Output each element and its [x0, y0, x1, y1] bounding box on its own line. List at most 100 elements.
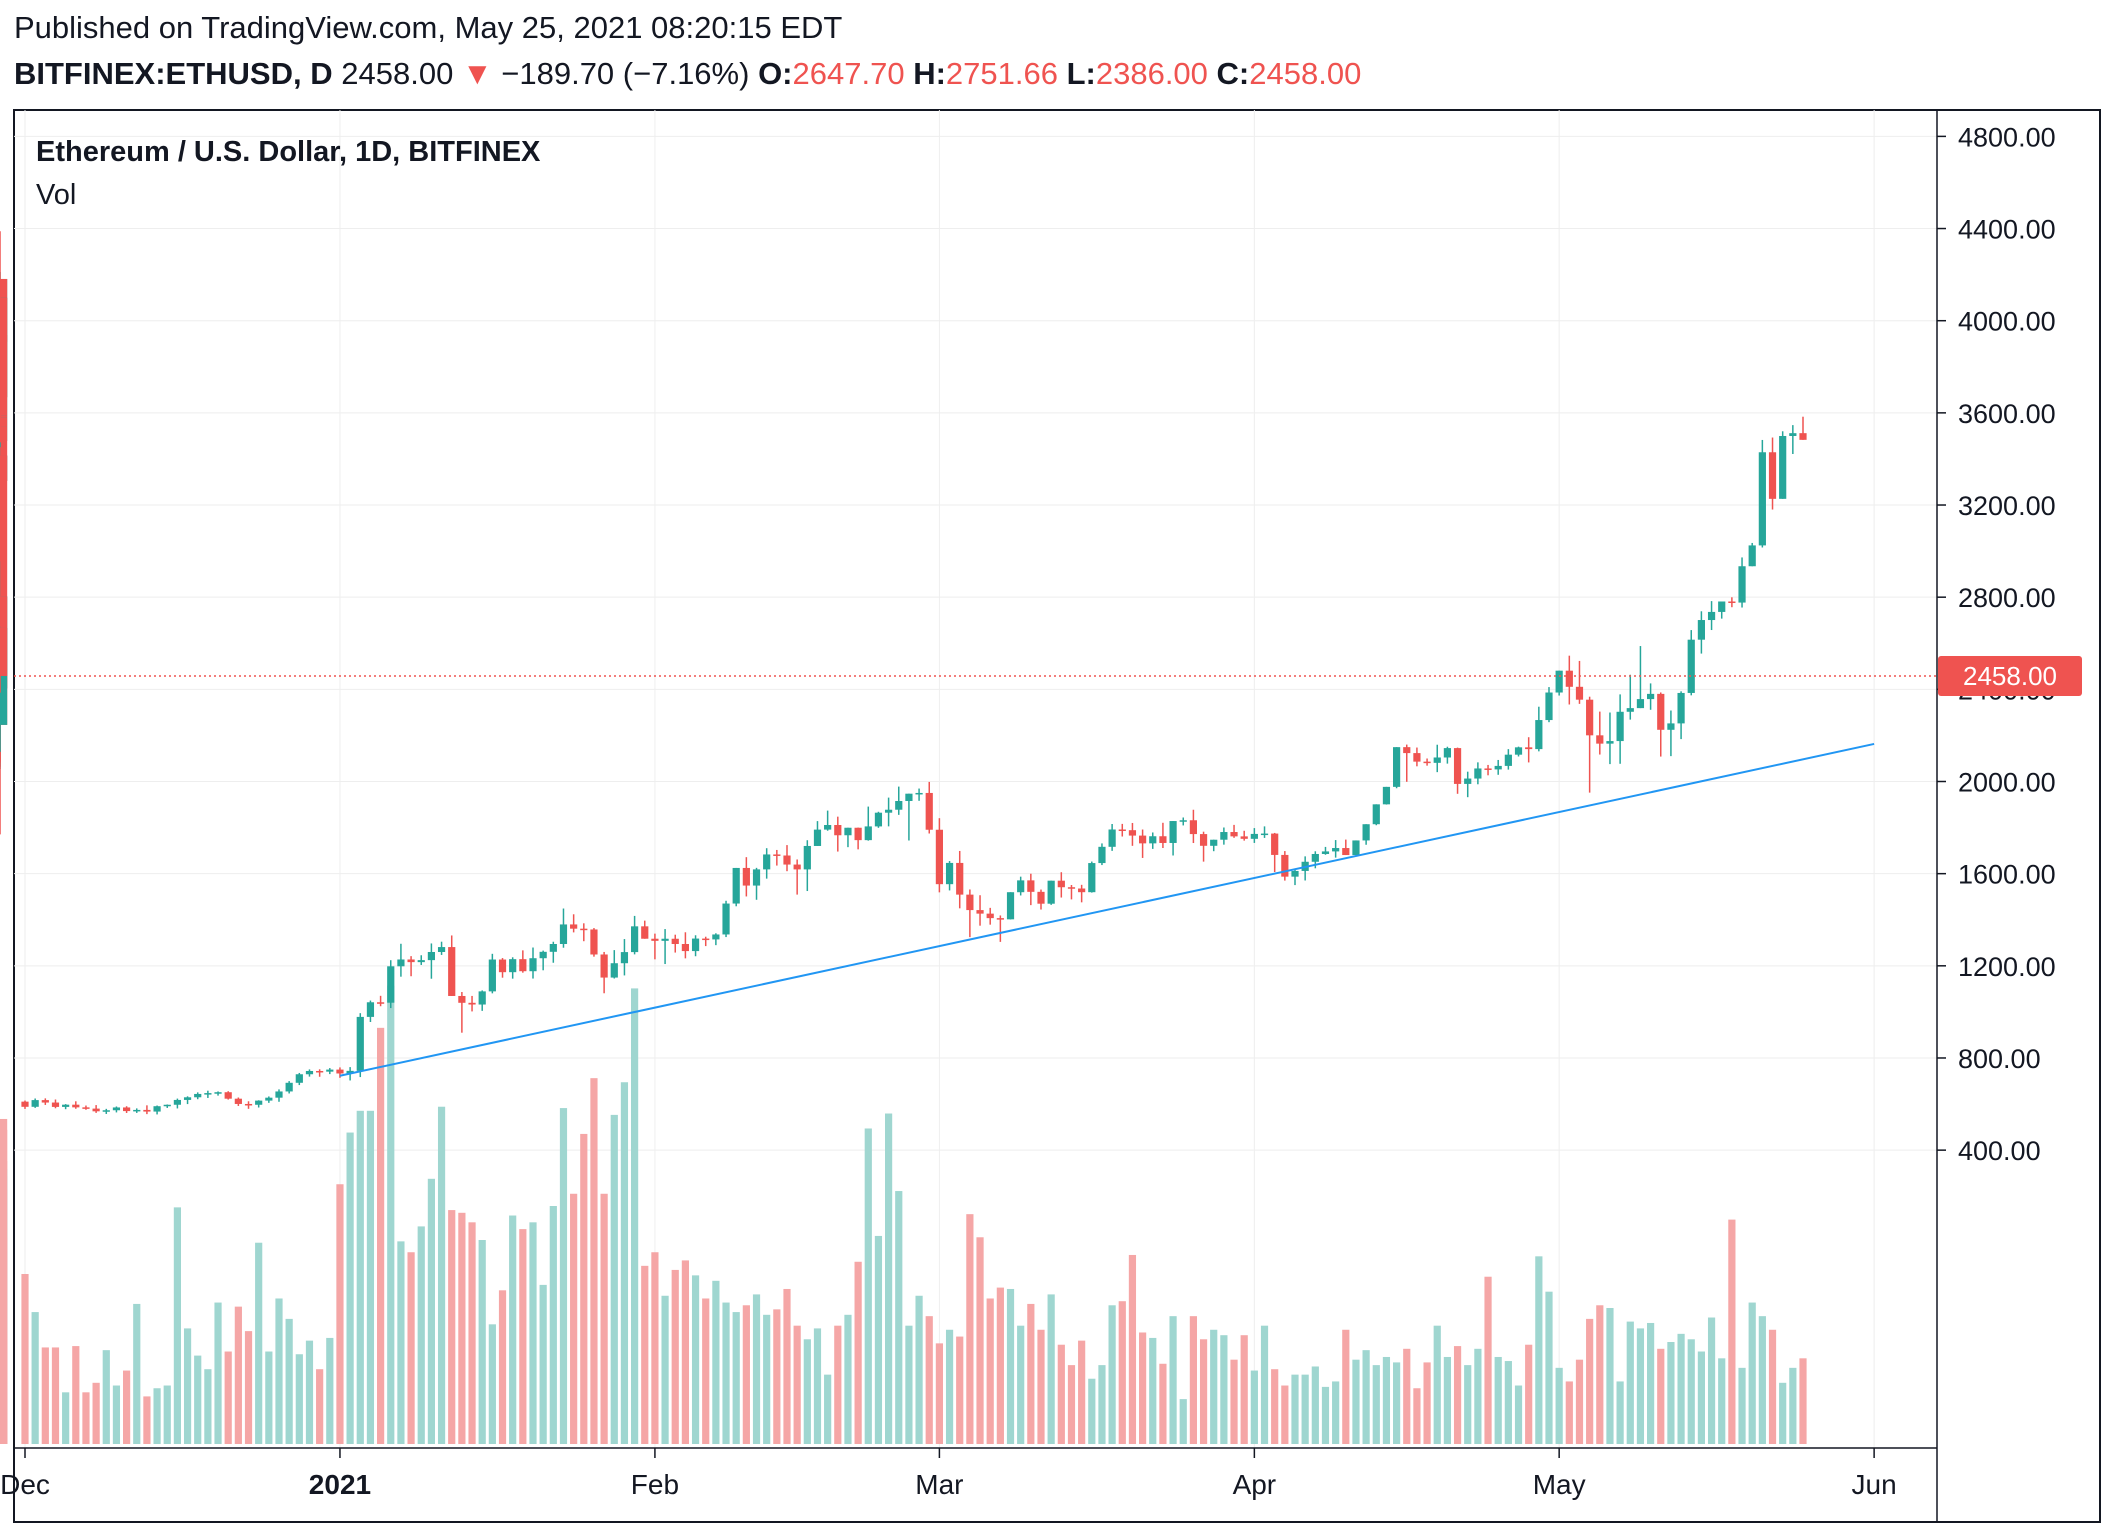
- volume-bar: [509, 1215, 517, 1444]
- volume-bar: [1474, 1348, 1482, 1444]
- candle: [214, 1091, 222, 1096]
- candle: [1169, 821, 1177, 856]
- open-value: 2647.70: [792, 56, 905, 91]
- candle-body: [529, 958, 537, 972]
- volume-bar: [864, 1128, 872, 1444]
- open-label: O:: [758, 56, 793, 91]
- candle-body: [885, 809, 893, 813]
- trendline[interactable]: [339, 742, 1875, 1077]
- candle-body: [702, 938, 710, 941]
- candle-body: [1789, 433, 1797, 436]
- candle: [1291, 869, 1299, 886]
- candle-body: [1057, 880, 1065, 888]
- volume-bar: [1494, 1356, 1502, 1444]
- candle-body: [183, 1097, 192, 1100]
- candle-body: [377, 1002, 385, 1004]
- candle: [0, 447, 8, 767]
- volume-bar: [580, 1133, 588, 1444]
- candle-body: [1667, 723, 1675, 730]
- volume-bar: [945, 1329, 954, 1444]
- volume-bar: [275, 1298, 283, 1444]
- candle-body: [793, 864, 801, 870]
- candle: [387, 960, 395, 1009]
- candle: [712, 933, 720, 946]
- candle: [1545, 687, 1553, 723]
- candle: [0, 608, 8, 693]
- volume-bar: [874, 1235, 883, 1444]
- candle: [1047, 880, 1055, 905]
- volume-bar: [570, 1193, 578, 1444]
- candle: [631, 915, 639, 955]
- candle: [1707, 601, 1716, 631]
- candle: [62, 1104, 70, 1110]
- price-tick-label: 4000.00: [1958, 307, 2056, 337]
- candle-body: [1677, 692, 1685, 724]
- candle-body: [1545, 692, 1553, 721]
- candle-body: [742, 867, 750, 886]
- candle-body: [102, 1110, 110, 1112]
- volume-bar: [387, 985, 395, 1444]
- candle: [1332, 840, 1340, 858]
- volume-bar: [1596, 1305, 1604, 1444]
- candle: [336, 1067, 344, 1078]
- volume-bar: [1372, 1365, 1380, 1444]
- candle: [21, 1100, 29, 1109]
- volume-bar: [651, 1252, 659, 1444]
- volume-bar: [996, 1287, 1004, 1444]
- volume-bar: [356, 1110, 364, 1444]
- candle: [854, 827, 862, 850]
- candle: [803, 840, 811, 892]
- candle: [133, 1108, 141, 1113]
- candle: [580, 923, 588, 942]
- candle-body: [1799, 433, 1807, 440]
- candle-body: [1393, 747, 1401, 787]
- high-value: 2751.66: [945, 56, 1058, 91]
- legend-title[interactable]: Ethereum / U.S. Dollar, 1D, BITFINEX: [36, 136, 541, 168]
- candle: [1718, 601, 1726, 619]
- candle: [305, 1069, 314, 1077]
- volume-bar: [1657, 1348, 1665, 1444]
- volume-bar: [691, 1275, 700, 1444]
- volume-bar: [925, 1316, 933, 1444]
- candle-body: [570, 924, 578, 929]
- candle-body: [1433, 757, 1441, 763]
- candle: [1677, 691, 1685, 740]
- volume-bar: [1758, 1316, 1766, 1444]
- candle: [824, 810, 832, 831]
- time-tick-label: Feb: [631, 1469, 679, 1500]
- candle: [509, 957, 517, 979]
- volume-bar: [986, 1298, 994, 1444]
- symbol-label[interactable]: BITFINEX:ETHUSD, D: [14, 56, 333, 91]
- candle: [1230, 824, 1238, 838]
- volume-bar: [966, 1214, 974, 1444]
- price-tick-label: 3200.00: [1958, 491, 2056, 521]
- volume-bar: [1707, 1317, 1716, 1444]
- candle: [1403, 744, 1411, 782]
- candle-body: [580, 928, 588, 931]
- candle-body: [316, 1070, 324, 1073]
- candle: [559, 908, 568, 948]
- volume-bar: [1636, 1328, 1645, 1444]
- candle-body: [448, 947, 456, 996]
- candle-body: [0, 627, 8, 676]
- chart-frame: [13, 109, 2101, 1523]
- candle-body: [1281, 854, 1289, 877]
- time-axis[interactable]: Dec 2021 Feb Mar Apr May Jun: [0, 1448, 1897, 1500]
- volume-bar: [1047, 1294, 1055, 1444]
- legend-volume-label[interactable]: Vol: [36, 179, 76, 211]
- candle: [620, 939, 629, 976]
- candle-body: [1159, 836, 1167, 843]
- last-price-badge: 2458.00: [1938, 655, 2082, 696]
- candle: [295, 1072, 303, 1086]
- volume-bar: [854, 1261, 862, 1444]
- candle: [92, 1105, 100, 1113]
- volume-bar: [742, 1305, 750, 1444]
- candle-body: [1596, 735, 1604, 744]
- low-label: L:: [1066, 56, 1096, 91]
- candle-body: [559, 924, 568, 945]
- candle: [498, 958, 507, 978]
- volume-bar: [1464, 1365, 1472, 1444]
- price-axis[interactable]: 4800.00 4400.00 4000.00 3600.00 3200.00 2800.…: [1937, 122, 2056, 1166]
- candle-body: [295, 1074, 303, 1083]
